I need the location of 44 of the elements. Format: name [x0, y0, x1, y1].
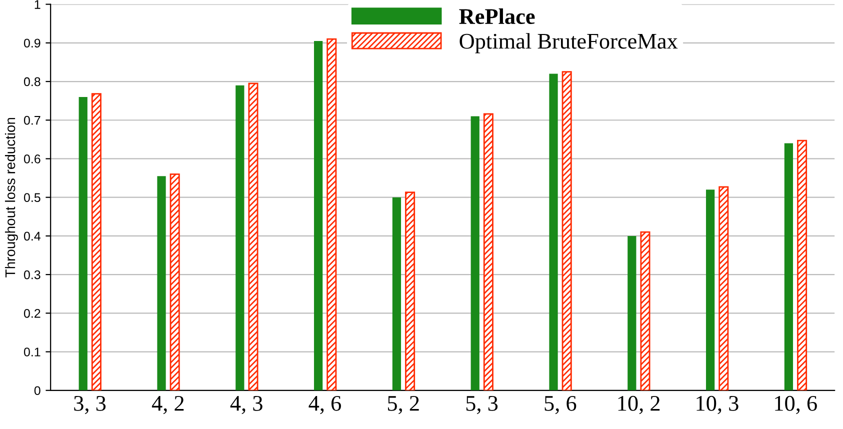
- x-tick-label: 10, 6: [775, 396, 817, 414]
- y-tick-label: 0.7: [24, 116, 40, 125]
- bar: [91, 93, 102, 390]
- y-tick-label: 0: [34, 386, 40, 396]
- bar: [640, 231, 650, 390]
- y-tick-label: 0.9: [24, 38, 40, 48]
- bar: [549, 74, 558, 390]
- bar: [797, 140, 808, 390]
- x-tick-label: 4, 3: [230, 396, 262, 414]
- y-tick-label: 0.2: [24, 308, 40, 318]
- bar: [706, 190, 715, 390]
- y-tick-label: 0.8: [24, 77, 40, 86]
- y-tick-label: 0.3: [24, 270, 40, 280]
- bar: [784, 143, 794, 390]
- legend-label: Optimal BruteForceMax: [460, 33, 678, 54]
- legend-label: RePlace: [459, 8, 535, 24]
- bar: [562, 71, 572, 390]
- x-tick-label: 5, 3: [466, 396, 498, 414]
- y-tick-label: 1: [34, 0, 40, 9]
- bar: [170, 173, 180, 390]
- bar: [470, 116, 480, 390]
- x-tick-label: 4, 2: [152, 396, 184, 414]
- y-tick-label: 0.4: [24, 232, 40, 241]
- y-tick-label: 0.6: [24, 154, 40, 164]
- x-tick-label: 10, 3: [696, 396, 738, 414]
- x-tick-label: 3, 3: [74, 396, 106, 414]
- bar: [236, 85, 244, 390]
- x-tick-label: 5, 2: [388, 396, 419, 414]
- bar: [326, 38, 337, 390]
- x-tick-label: 4, 6: [308, 396, 341, 414]
- x-tick-label: 10, 2: [618, 396, 660, 414]
- bar: [718, 186, 729, 390]
- bar: [392, 197, 402, 390]
- bar: [628, 236, 636, 390]
- bar: [78, 96, 88, 390]
- y-tick-label: 0.5: [24, 193, 40, 202]
- bar: [157, 176, 166, 390]
- bar: [248, 82, 258, 390]
- x-tick-label: 5, 6: [544, 396, 576, 414]
- bar: [483, 113, 494, 390]
- y-axis-title: Throughout loss reduction: [4, 118, 18, 278]
- y-tick-label: 0.1: [24, 348, 40, 356]
- bar: [405, 192, 416, 390]
- bar: [314, 40, 323, 390]
